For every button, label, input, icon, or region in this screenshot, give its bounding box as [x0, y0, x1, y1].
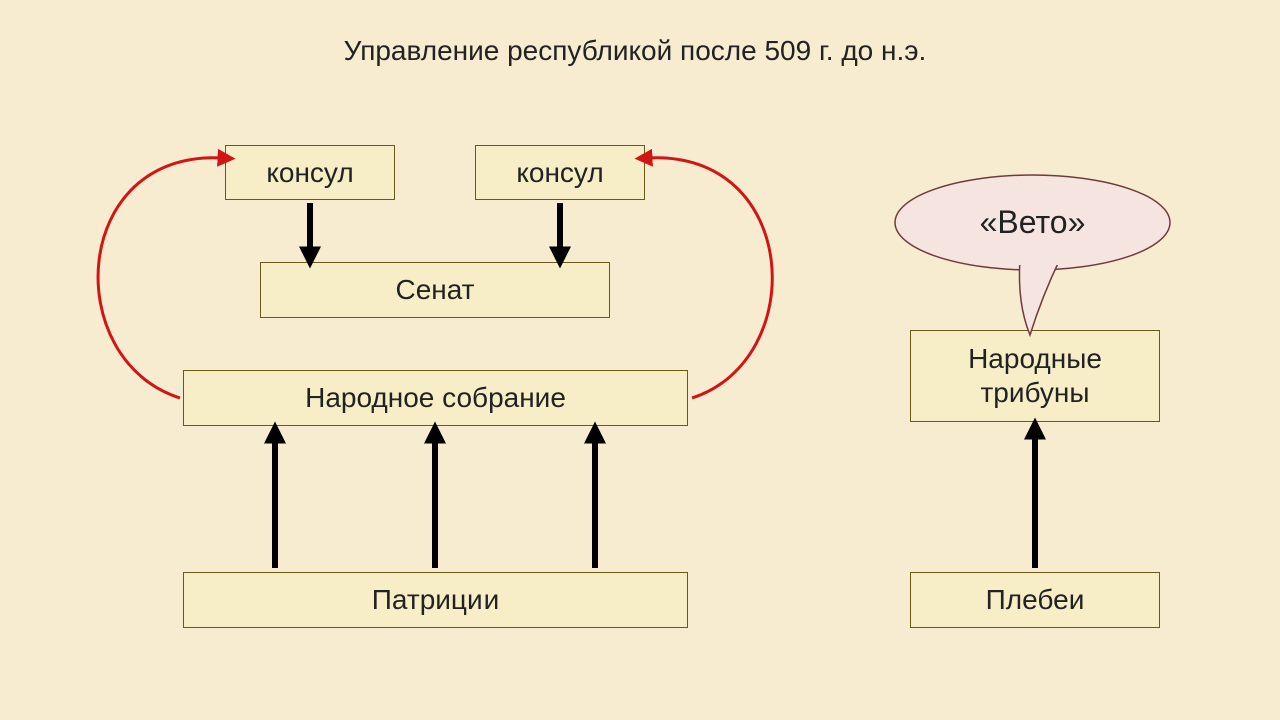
node-consul_right: консул: [475, 145, 645, 200]
veto-bubble-label: «Вето»: [895, 175, 1170, 270]
node-tribunes-line1: Народные: [968, 342, 1102, 376]
arc-assembly-to-consul-right: [648, 158, 772, 398]
node-assembly: Народное собрание: [183, 370, 688, 426]
node-tribunes-line2: трибуны: [968, 376, 1102, 410]
node-consul_left: консул: [225, 145, 395, 200]
node-senate: Сенат: [260, 262, 610, 318]
node-patricians: Патриции: [183, 572, 688, 628]
diagram-title: Управление республикой после 509 г. до н…: [275, 35, 995, 75]
node-tribunes: Народныетрибуны: [910, 330, 1160, 422]
arc-assembly-to-consul-left: [98, 158, 222, 398]
node-plebs: Плебеи: [910, 572, 1160, 628]
